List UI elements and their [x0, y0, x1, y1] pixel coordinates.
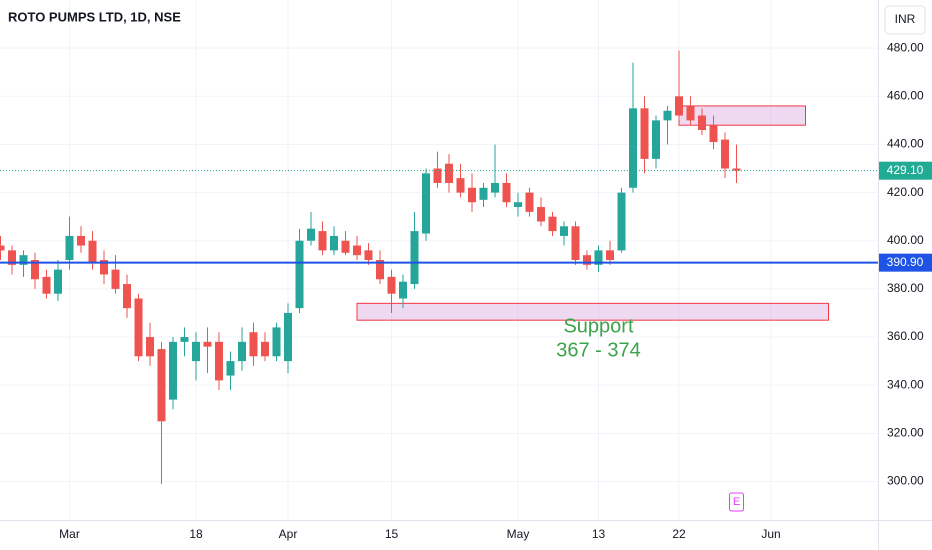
- candle-body: [111, 269, 120, 289]
- candle-body: [307, 228, 315, 241]
- candle-body: [548, 216, 557, 232]
- candle-body: [180, 337, 189, 342]
- candle-body: [318, 231, 327, 251]
- candle-body: [456, 178, 465, 193]
- candle-body: [422, 173, 430, 234]
- candle-body: [732, 168, 741, 171]
- currency-box[interactable]: [884, 5, 926, 35]
- y-tick-label: 360.00: [887, 329, 924, 343]
- candle-body: [652, 120, 660, 159]
- price-label-bg: [879, 253, 932, 272]
- y-tick-label: 340.00: [887, 377, 924, 391]
- candle-body: [364, 250, 373, 260]
- candle-body: [502, 182, 511, 203]
- candle-body: [663, 110, 672, 121]
- y-tick-label: 320.00: [887, 426, 924, 440]
- candle-body: [525, 192, 534, 212]
- price-label-bg: [879, 161, 932, 180]
- x-tick-label: May: [507, 527, 530, 541]
- candle-body: [88, 240, 97, 263]
- candle-body: [698, 115, 706, 130]
- y-tick-label: 480.00: [887, 40, 924, 54]
- zone: [356, 302, 829, 321]
- x-tick-label: 15: [385, 527, 399, 541]
- candle-body: [249, 332, 258, 357]
- candle-body: [606, 250, 614, 260]
- candle-body: [100, 260, 108, 275]
- earnings-badge: [729, 492, 744, 512]
- candle-body: [468, 187, 476, 203]
- candle-body: [330, 235, 338, 251]
- candle-body: [514, 202, 522, 208]
- candle-body: [537, 207, 545, 222]
- x-tick-label: 13: [592, 527, 606, 541]
- annotation: 367 - 374: [556, 340, 641, 362]
- candle-body: [583, 255, 591, 265]
- x-tick-label: 22: [672, 527, 686, 541]
- x-tick-label: Jun: [761, 527, 780, 541]
- candle-body: [341, 240, 350, 253]
- candle-body: [353, 245, 361, 256]
- candle-body: [54, 269, 62, 294]
- candle-body: [238, 341, 246, 362]
- candle-body: [134, 298, 143, 357]
- candle-body: [146, 337, 154, 357]
- chart-title: ROTO PUMPS LTD, 1D, NSE: [8, 9, 181, 24]
- candle-body: [226, 361, 235, 376]
- currency: INR: [895, 12, 916, 26]
- candle-body: [192, 341, 200, 362]
- candle-body: [123, 284, 131, 309]
- candle-body: [686, 105, 695, 121]
- candle-body: [215, 341, 223, 381]
- candle-body: [42, 276, 51, 294]
- x-tick-label: Apr: [279, 527, 298, 541]
- candle-body: [571, 226, 580, 260]
- candle-body: [203, 341, 212, 347]
- x-tick-label: 18: [189, 527, 203, 541]
- candle-body: [19, 255, 28, 265]
- candle-body: [410, 231, 419, 285]
- candle-body: [709, 125, 718, 143]
- candle-body: [387, 276, 396, 294]
- y-tick-label: 440.00: [887, 137, 924, 151]
- y-tick-label: 400.00: [887, 233, 924, 247]
- candle-body: [169, 341, 177, 400]
- candle-body: [295, 240, 304, 309]
- y-tick-label: 380.00: [887, 281, 924, 295]
- candle-body: [675, 96, 683, 116]
- candle-body: [157, 349, 166, 422]
- candle-body: [640, 108, 649, 159]
- candle-body: [31, 260, 39, 280]
- price-label: 429.10: [887, 163, 924, 177]
- candle-body: [65, 235, 74, 260]
- candle-body: [433, 168, 442, 183]
- candle-body: [629, 108, 637, 188]
- candle-body: [399, 281, 407, 299]
- annotation: Support: [563, 316, 633, 338]
- candle-body: [261, 341, 269, 357]
- candle-body: [479, 187, 488, 200]
- y-tick-label: 420.00: [887, 185, 924, 199]
- y-tick-label: 300.00: [887, 474, 924, 488]
- x-tick-label: Mar: [59, 527, 80, 541]
- candle-body: [272, 327, 281, 357]
- candle-body: [376, 260, 384, 280]
- candle-body: [594, 250, 603, 265]
- earnings-label: E: [733, 496, 740, 508]
- candle-body: [77, 235, 85, 246]
- zone: [678, 105, 806, 126]
- candle-body: [491, 182, 499, 193]
- candle-body: [617, 192, 626, 251]
- candle-body: [560, 226, 568, 236]
- candle-body: [721, 139, 729, 169]
- price-label: 390.90: [887, 255, 924, 269]
- y-tick-label: 460.00: [887, 88, 924, 102]
- candle-body: [284, 312, 292, 362]
- candle-body: [8, 250, 16, 265]
- candle-body: [0, 245, 5, 251]
- candle-body: [445, 163, 453, 183]
